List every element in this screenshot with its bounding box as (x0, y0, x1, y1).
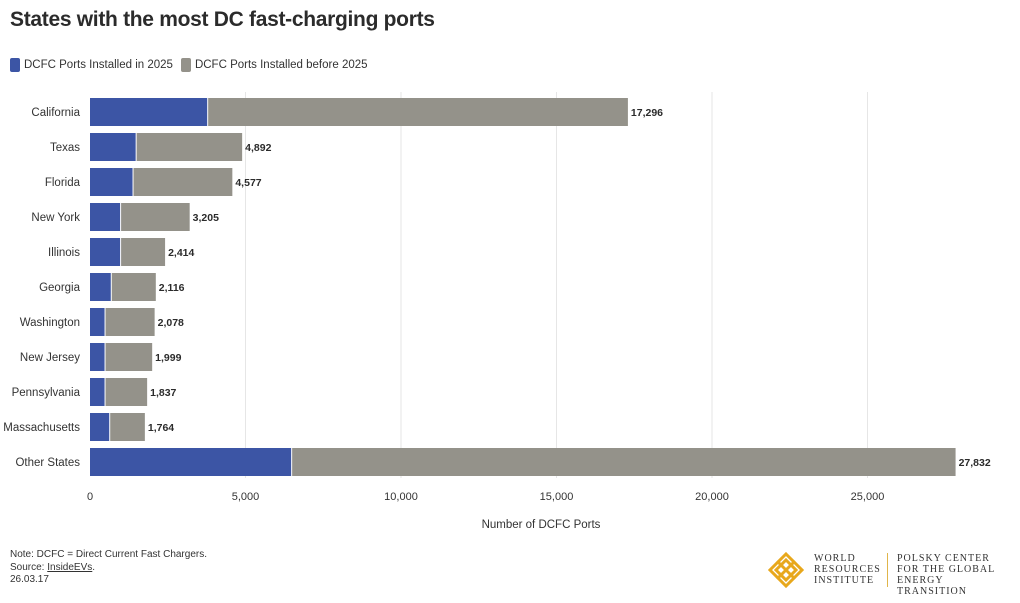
bar-other-states-2025 (90, 448, 292, 476)
category-label-florida: Florida (45, 177, 81, 189)
legend-swatch-2025 (10, 58, 20, 72)
category-label-illinois: Illinois (48, 247, 80, 259)
bar-california-before-2025 (208, 98, 628, 126)
legend-item-2025: DCFC Ports Installed in 2025 (10, 58, 173, 72)
total-label-illinois: 2,414 (168, 247, 194, 259)
category-label-california: California (31, 107, 80, 119)
bar-pennsylvania-2025 (90, 378, 105, 406)
bar-massachusetts-2025 (90, 413, 110, 441)
bar-new-jersey-before-2025 (105, 343, 153, 371)
legend-swatch-before-2025 (180, 58, 191, 72)
chart-notes: Note: DCFC = Direct Current Fast Charger… (10, 549, 207, 587)
bar-new-jersey-2025 (90, 343, 105, 371)
category-label-other-states: Other States (15, 457, 80, 469)
total-label-pennsylvania: 1,837 (150, 387, 176, 399)
polsky-line-3: Energy Transition (897, 575, 967, 597)
category-label-new-york: New York (31, 212, 80, 224)
source-suffix: . (92, 561, 96, 573)
total-label-california: 17,296 (631, 107, 663, 119)
bar-texas-2025 (90, 133, 136, 161)
polsky-line-2: for the Global (897, 564, 996, 575)
x-tick-label-10000: 10,000 (384, 491, 418, 503)
wri-line-3: Institute (814, 575, 875, 586)
legend-item-before-2025: DCFC Ports Installed before 2025 (180, 58, 368, 72)
bar-chart: 0 5,000 10,000 15,000 20,000 25,000 California… (3, 92, 991, 531)
wri-logo-icon (768, 552, 804, 588)
date-text: 26.03.17 (10, 574, 49, 585)
total-label-florida: 4,577 (235, 177, 261, 189)
wri-line-2: Resources (814, 564, 881, 575)
bar-illinois-before-2025 (121, 238, 166, 266)
bar-illinois-2025 (90, 238, 121, 266)
legend-label-before-2025: DCFC Ports Installed before 2025 (194, 59, 368, 71)
total-label-other-states: 27,832 (959, 457, 991, 469)
chart-title: States with the most DC fast-charging po… (10, 8, 435, 31)
bar-massachusetts-before-2025 (110, 413, 145, 441)
x-tick-label-15000: 15,000 (540, 491, 574, 503)
x-axis-label: Number of DCFC Ports (482, 519, 601, 531)
wri-line-1: World (814, 553, 856, 564)
bar-georgia-before-2025 (111, 273, 156, 301)
total-label-georgia: 2,116 (159, 282, 185, 294)
bar-texas-before-2025 (136, 133, 243, 161)
logo-divider (887, 553, 888, 587)
note-text: Note: DCFC = Direct Current Fast Charger… (10, 549, 207, 560)
x-tick-label-20000: 20,000 (695, 491, 729, 503)
polsky-line-1: Polsky Center (897, 553, 990, 564)
category-label-washington: Washington (20, 317, 80, 329)
x-tick-label-25000: 25,000 (851, 491, 885, 503)
bar-georgia-2025 (90, 273, 111, 301)
category-label-pennsylvania: Pennsylvania (12, 387, 81, 399)
bar-florida-before-2025 (133, 168, 233, 196)
bar-washington-2025 (90, 308, 105, 336)
source-line: Source: InsideEVs. (10, 562, 207, 575)
legend: DCFC Ports Installed in 2025 DCFC Ports … (10, 58, 376, 72)
bar-washington-before-2025 (105, 308, 155, 336)
bar-other-states-before-2025 (292, 448, 956, 476)
legend-label-2025: DCFC Ports Installed in 2025 (24, 59, 173, 71)
category-label-texas: Texas (50, 142, 80, 154)
logo-block: World Resources Institute Polsky Center … (768, 551, 1016, 597)
bar-new-york-before-2025 (121, 203, 190, 231)
total-label-new-york: 3,205 (193, 212, 219, 224)
bar-pennsylvania-before-2025 (105, 378, 148, 406)
category-label-new-jersey: New Jersey (20, 352, 80, 364)
source-link[interactable]: InsideEVs (47, 561, 93, 573)
bar-new-york-2025 (90, 203, 121, 231)
category-label-massachusetts: Massachusetts (3, 422, 80, 434)
total-label-texas: 4,892 (245, 142, 271, 154)
total-label-washington: 2,078 (158, 317, 184, 329)
source-prefix: Source: (10, 561, 48, 573)
wri-name: World Resources Institute (814, 553, 881, 586)
polsky-name: Polsky Center for the Global Energy Tran… (897, 553, 1016, 597)
x-tick-label-5000: 5,000 (232, 491, 260, 503)
x-tick-label-0: 0 (87, 491, 93, 503)
category-label-georgia: Georgia (39, 282, 81, 294)
bar-florida-2025 (90, 168, 133, 196)
total-label-new-jersey: 1,999 (155, 352, 181, 364)
total-label-massachusetts: 1,764 (148, 422, 174, 434)
bar-california-2025 (90, 98, 208, 126)
